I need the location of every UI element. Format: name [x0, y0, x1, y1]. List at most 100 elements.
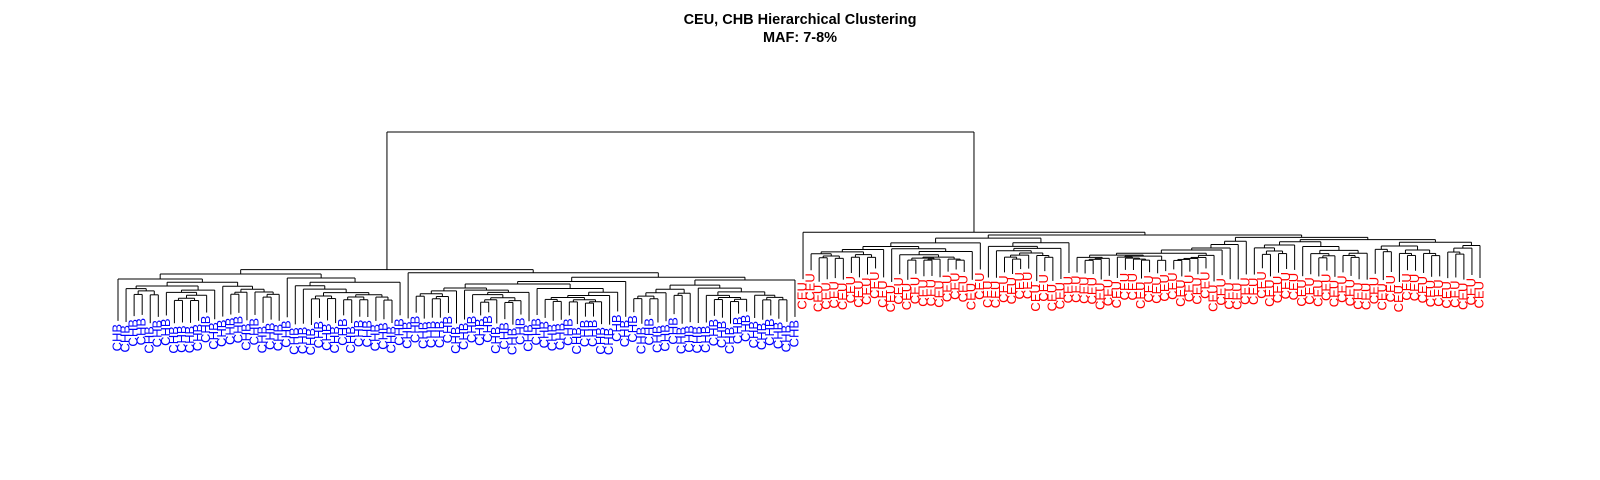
- leaf-label: CEU: [1270, 276, 1285, 303]
- leaf-label: CEU: [1165, 272, 1180, 299]
- leaf-label: CEU: [1222, 282, 1237, 309]
- leaf-label: CEU: [972, 272, 987, 299]
- leaf-label: CEU: [1359, 283, 1374, 310]
- leaf-label: CEU: [1383, 275, 1398, 302]
- leaf-label: CEU: [827, 281, 842, 308]
- leaf-label: CHB: [456, 323, 471, 350]
- leaf-label: CHB: [706, 319, 721, 346]
- leaf-label: CHB: [585, 320, 600, 347]
- leaf-label: CEU: [1238, 277, 1253, 304]
- leaf-label: CHB: [206, 322, 221, 349]
- leaf-label: CHB: [150, 320, 165, 347]
- leaf-label: CHB: [335, 318, 350, 345]
- leaf-label: CHB: [593, 327, 608, 354]
- leaf-label: CHB: [142, 326, 157, 353]
- leaf-label: CHB: [174, 325, 189, 352]
- leaf-label: CEU: [1399, 273, 1414, 300]
- leaf-label: CHB: [633, 327, 648, 354]
- leaf-label: CHB: [770, 322, 785, 349]
- leaf-label: CEU: [1189, 277, 1204, 304]
- leaf-label: CHB: [746, 321, 761, 348]
- leaf-label: CHB: [182, 326, 197, 353]
- leaf-label: CEU: [923, 279, 938, 306]
- leaf-label: CEU: [1302, 277, 1317, 304]
- leaf-label: CEU: [794, 282, 809, 309]
- leaf-label: CEU: [1101, 279, 1116, 306]
- leaf-label: CHB: [625, 315, 640, 342]
- leaf-label: CEU: [1012, 272, 1027, 299]
- leaf-label: CEU: [1351, 282, 1366, 309]
- leaf-label: CHB: [311, 321, 326, 348]
- leaf-label: CHB: [287, 327, 302, 354]
- leaf-label: CHB: [230, 316, 245, 343]
- leaf-label: CEU: [1068, 275, 1083, 302]
- leaf-label: CEU: [1326, 280, 1341, 307]
- leaf-label: CEU: [1205, 284, 1220, 311]
- leaf-label: CEU: [1342, 279, 1357, 306]
- leaf-label: CEU: [883, 285, 898, 312]
- leaf-label: CHB: [190, 324, 205, 351]
- leaf-label: CEU: [1117, 273, 1132, 300]
- leaf-label: CHB: [375, 322, 390, 349]
- leaf-label: CHB: [126, 319, 141, 346]
- leaf-label: CHB: [383, 326, 398, 353]
- leaf-label: CHB: [319, 323, 334, 350]
- leaf-label: CHB: [754, 323, 769, 350]
- leaf-label: CEU: [980, 281, 995, 308]
- leaf-label: CHB: [778, 325, 793, 352]
- leaf-label: CEU: [1415, 276, 1430, 303]
- leaf-label: CEU: [1367, 277, 1382, 304]
- leaf-label: CEU: [1391, 285, 1406, 312]
- leaf-label: CEU: [1447, 280, 1462, 307]
- leaf-label: CHB: [351, 320, 366, 347]
- leaf-label: CHB: [609, 314, 624, 341]
- leaf-label: CHB: [682, 325, 697, 352]
- leaf-label: CHB: [343, 326, 358, 353]
- leaf-label: CHB: [496, 322, 511, 349]
- leaf-label: CEU: [940, 275, 955, 302]
- leaf-label: CHB: [432, 321, 447, 348]
- leaf-label: CEU: [1254, 271, 1269, 298]
- leaf-label: CEU: [988, 281, 1003, 308]
- leaf-label: CEU: [843, 276, 858, 303]
- leaf-label: CEU: [1439, 281, 1454, 308]
- leaf-label: CHB: [472, 318, 487, 345]
- leaf-label: CHB: [134, 318, 149, 345]
- leaf-label: CEU: [1052, 282, 1067, 309]
- leaf-label: CEU: [1085, 277, 1100, 304]
- leaf-label: CHB: [214, 320, 229, 347]
- leaf-label: CEU: [948, 272, 963, 299]
- leaf-label: CHB: [408, 316, 423, 343]
- leaf-label: CEU: [1077, 276, 1092, 303]
- leaf-label: CEU: [1310, 279, 1325, 306]
- leaf-label: CHB: [327, 326, 342, 353]
- leaf-label: CEU: [867, 271, 882, 298]
- leaf-label: CEU: [1230, 282, 1245, 309]
- leaf-label: CEU: [1173, 279, 1188, 306]
- leaf-label: CEU: [996, 275, 1011, 302]
- leaf-label: CHB: [488, 326, 503, 353]
- leaf-label: CEU: [1262, 279, 1277, 306]
- leaf-label: CHB: [641, 318, 656, 345]
- chart-title: CEU, CHB Hierarchical Clustering: [683, 12, 917, 28]
- leaf-label: CHB: [295, 327, 310, 354]
- leaf-label: CEU: [803, 273, 818, 300]
- leaf-label: CEU: [931, 280, 946, 307]
- leaf-label: CEU: [1214, 278, 1229, 305]
- leaf-label: CEU: [1318, 274, 1333, 301]
- leaf-label: CEU: [811, 285, 826, 312]
- leaf-label: CHB: [512, 318, 527, 345]
- leaf-label: CHB: [246, 318, 261, 345]
- leaf-label: CEU: [1125, 273, 1140, 300]
- leaf-label: CHB: [561, 318, 576, 345]
- leaf-label: CHB: [416, 322, 431, 349]
- leaf-label: CEU: [1407, 274, 1422, 301]
- leaf-label: CHB: [714, 321, 729, 348]
- leaf-label: CEU: [1181, 275, 1196, 302]
- leaf-label: CEU: [1278, 272, 1293, 299]
- leaf-label: CHB: [117, 325, 132, 352]
- leaf-label: CHB: [263, 323, 278, 350]
- leaf-label: CHB: [666, 317, 681, 344]
- chart-title-block: CEU, CHB Hierarchical Clustering MAF: 7-…: [0, 11, 1600, 47]
